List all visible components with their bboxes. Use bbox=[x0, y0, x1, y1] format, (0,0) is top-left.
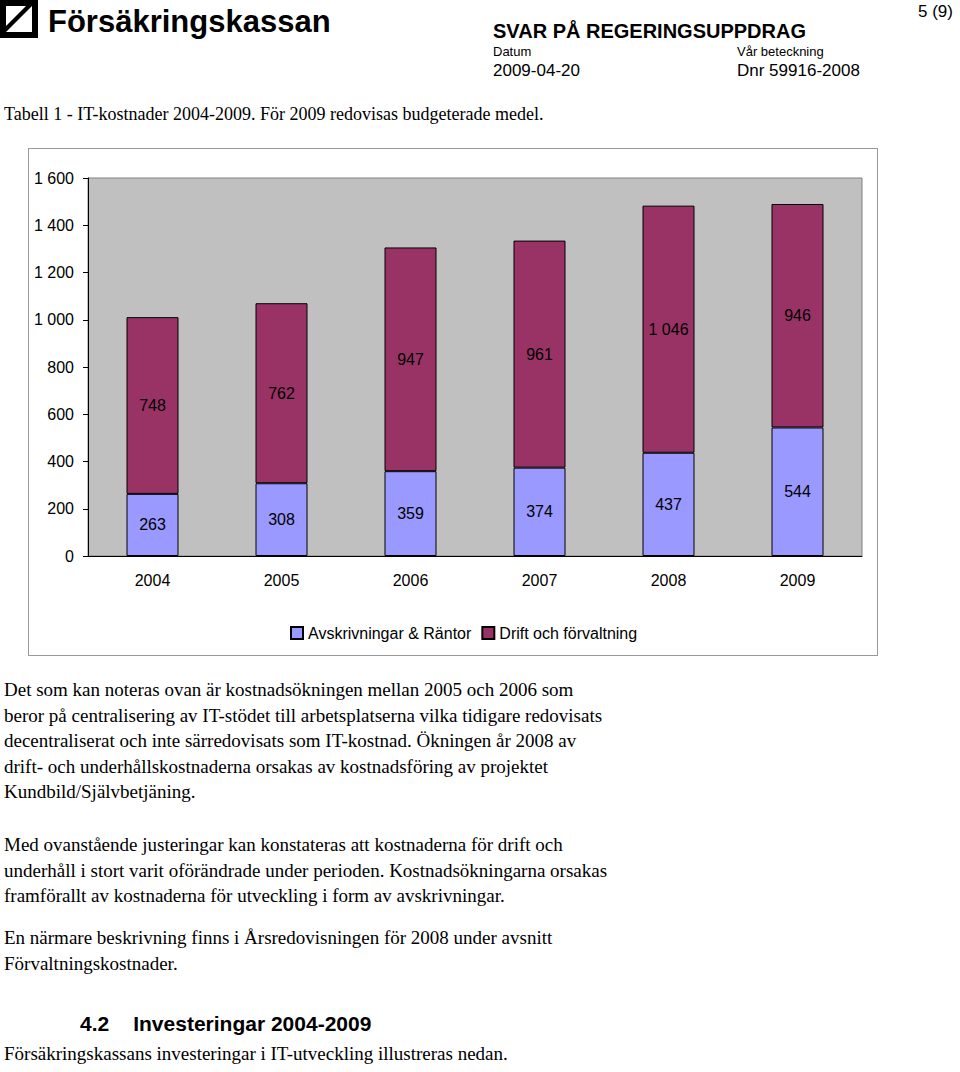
svg-text:1 400: 1 400 bbox=[34, 217, 74, 234]
html-text:underhåll i stort varit oförän: underhåll i stort varit oförändrade unde… bbox=[4, 859, 608, 881]
svg-text:947: 947 bbox=[397, 351, 424, 368]
html-text:SVAR PÅ REGERINGSUPPDRAG: SVAR PÅ REGERINGSUPPDRAG bbox=[493, 20, 806, 42]
html-text:Tabell 1 - IT-kostnader 2004-2: Tabell 1 - IT-kostnader 2004-2009. För 2… bbox=[4, 104, 544, 124]
html-text:Dnr 59916-2008: Dnr 59916-2008 bbox=[737, 61, 860, 80]
svg-text:437: 437 bbox=[655, 496, 682, 513]
html-text:En närmare beskrivning finns i: En närmare beskrivning finns i Årsredovi… bbox=[4, 927, 553, 948]
svg-text:374: 374 bbox=[526, 503, 553, 520]
svg-text:2007: 2007 bbox=[522, 572, 558, 589]
svg-text:1 200: 1 200 bbox=[34, 264, 74, 281]
svg-text:1 000: 1 000 bbox=[34, 311, 74, 328]
html-text:2009-04-20: 2009-04-20 bbox=[493, 61, 580, 80]
html-text:5 (9): 5 (9) bbox=[918, 2, 953, 21]
svg-text:2009: 2009 bbox=[780, 572, 816, 589]
html-text:beror på centralisering av IT-: beror på centralisering av IT-stödet til… bbox=[4, 704, 603, 726]
html-text:Det som kan noteras ovan är ko: Det som kan noteras ovan är kostnadsökni… bbox=[4, 679, 574, 700]
html-text:drift- och underhållskostnader: drift- och underhållskostnaderna orsakas… bbox=[4, 755, 548, 777]
html-text:Försäkringskassan: Försäkringskassan bbox=[48, 4, 331, 39]
svg-text:2006: 2006 bbox=[393, 572, 429, 589]
svg-text:200: 200 bbox=[47, 500, 74, 517]
html-text:Kundbild/Självbetjäning.: Kundbild/Självbetjäning. bbox=[4, 781, 196, 802]
html-text:4.2: 4.2 bbox=[80, 1012, 110, 1035]
svg-text:2008: 2008 bbox=[651, 572, 687, 589]
svg-text:0: 0 bbox=[65, 548, 74, 565]
svg-text:Avskrivningar & Räntor: Avskrivningar & Räntor bbox=[308, 625, 472, 642]
svg-text:1 046: 1 046 bbox=[648, 321, 688, 338]
html-text:Med ovanstående justeringar ka: Med ovanstående justeringar kan konstate… bbox=[4, 834, 563, 855]
svg-text:946: 946 bbox=[784, 307, 811, 324]
svg-text:748: 748 bbox=[139, 397, 166, 414]
svg-text:800: 800 bbox=[47, 359, 74, 376]
svg-text:2004: 2004 bbox=[135, 572, 171, 589]
html-text:decentraliserat och inte särre: decentraliserat och inte särredovisats s… bbox=[4, 730, 577, 751]
svg-text:Drift och förvaltning: Drift och förvaltning bbox=[499, 625, 637, 642]
svg-text:961: 961 bbox=[526, 346, 553, 363]
html-text:Förvaltningskostnader.: Förvaltningskostnader. bbox=[4, 952, 178, 974]
svg-text:1 600: 1 600 bbox=[34, 170, 74, 187]
svg-text:400: 400 bbox=[47, 453, 74, 470]
svg-text:308: 308 bbox=[268, 511, 295, 528]
svg-text:2005: 2005 bbox=[264, 572, 300, 589]
html-text:Investeringar 2004-2009: Investeringar 2004-2009 bbox=[133, 1012, 372, 1035]
svg-text:762: 762 bbox=[268, 385, 295, 402]
svg-text:359: 359 bbox=[397, 505, 424, 522]
html-text:Datum: Datum bbox=[493, 44, 532, 59]
svg-text:600: 600 bbox=[47, 406, 74, 423]
html-text:Försäkringskassans investering: Försäkringskassans investeringar i IT-ut… bbox=[4, 1043, 508, 1064]
html-text:framförallt av kostnaderna för: framförallt av kostnaderna för utvecklin… bbox=[4, 885, 505, 906]
svg-text:544: 544 bbox=[784, 483, 811, 500]
svg-text:263: 263 bbox=[139, 516, 166, 533]
html-text:Vår beteckning: Vår beteckning bbox=[737, 44, 824, 59]
